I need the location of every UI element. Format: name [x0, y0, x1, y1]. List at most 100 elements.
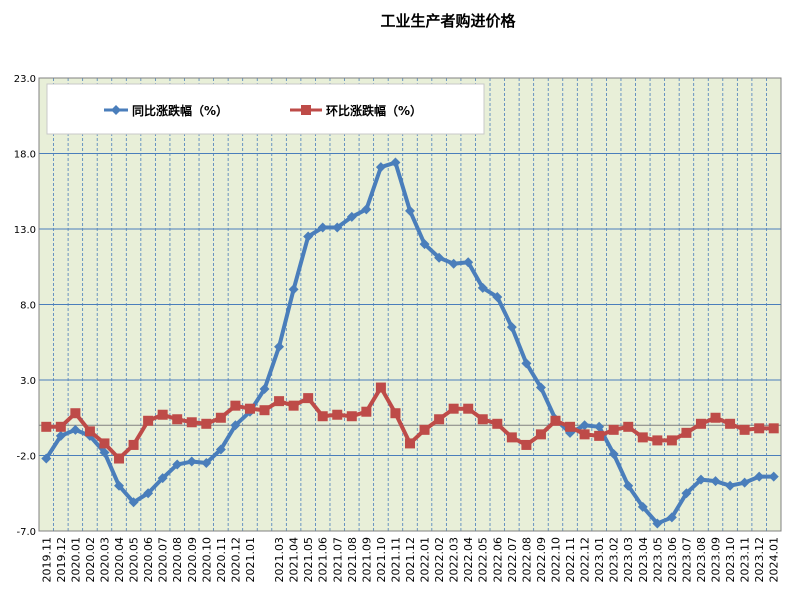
- x-tick-label: 2022.01: [419, 537, 432, 583]
- series-0-point: [405, 205, 415, 216]
- series-1-point: [695, 418, 706, 429]
- series-1-point: [303, 393, 314, 404]
- y-tick-label: -7.0: [16, 527, 36, 538]
- x-tick-label: 2020.06: [142, 537, 155, 583]
- y-tick-label: 23.0: [14, 74, 36, 85]
- series-0-point: [594, 421, 605, 432]
- legend-label-series-1: 环比涨跌幅（%）: [326, 103, 422, 118]
- series-1-point: [666, 435, 677, 446]
- series-1-point: [535, 429, 546, 440]
- x-tick-label: 2020.12: [229, 537, 242, 583]
- series-1-point: [463, 403, 474, 414]
- x-tick-label: 2023.11: [739, 537, 752, 583]
- x-tick-label: 2023.08: [695, 537, 708, 583]
- x-tick-label: 2022.05: [477, 537, 490, 583]
- series-0-point: [41, 453, 52, 464]
- x-tick-label: 2021.12: [404, 537, 417, 583]
- series-0-point: [317, 222, 328, 233]
- x-tick-label: 2020.04: [113, 537, 126, 583]
- series-1-point: [623, 421, 634, 432]
- x-tick-label: 2020.08: [171, 537, 184, 583]
- x-tick-label: 2021.10: [375, 537, 388, 583]
- x-tick-label: 2022.06: [491, 537, 504, 583]
- x-tick-label: 2021.08: [346, 537, 359, 583]
- x-tick-label: 2021.07: [331, 537, 344, 583]
- x-tick-label: 2020.03: [98, 537, 111, 583]
- series-0-point: [710, 476, 721, 487]
- x-tick-label: 2021.03: [273, 537, 286, 583]
- x-tick-label: 2021.11: [389, 537, 402, 583]
- y-tick-label: 18.0: [14, 150, 36, 161]
- x-tick-label: 2020.10: [200, 537, 213, 583]
- x-tick-label: 2023.01: [593, 537, 606, 583]
- series-1-point: [419, 424, 430, 435]
- series-1-point: [405, 438, 415, 449]
- series-0-point: [579, 420, 590, 431]
- series-0-point: [332, 222, 343, 233]
- series-1-point: [70, 408, 81, 419]
- series-1-point: [55, 421, 66, 432]
- x-tick-label: 2023.07: [680, 537, 693, 583]
- series-1-point: [128, 439, 139, 450]
- series-0-point: [725, 480, 736, 491]
- series-1-point: [579, 429, 590, 440]
- series-0-point: [521, 358, 532, 369]
- series-0-point: [303, 231, 314, 242]
- series-1-point: [114, 453, 125, 464]
- series-1-point: [434, 414, 445, 425]
- series-0-point: [506, 322, 517, 333]
- x-tick-label: 2023.03: [622, 537, 635, 583]
- series-0-point: [99, 447, 110, 458]
- series-1-point: [681, 427, 692, 438]
- x-tick-label: 2023.10: [724, 537, 737, 583]
- legend-label-series-0: 同比涨跌幅（%）: [132, 103, 228, 118]
- series-1-point: [274, 396, 285, 407]
- series-1-point: [754, 423, 765, 434]
- series-1-point: [550, 415, 561, 426]
- x-tick-label: 2019.12: [55, 537, 68, 583]
- x-tick-label: 2022.08: [520, 537, 533, 583]
- series-1-point: [594, 430, 605, 441]
- series-0-point: [448, 258, 459, 269]
- x-tick-label: 2020.07: [157, 537, 170, 583]
- series-0-point: [419, 239, 430, 250]
- x-tick-label: 2023.02: [608, 537, 621, 583]
- series-0-point: [55, 430, 66, 441]
- series-1-point: [492, 418, 503, 429]
- x-tick-label: 2020.05: [128, 537, 141, 583]
- series-0-point: [695, 474, 706, 485]
- series-1-point: [521, 439, 532, 450]
- series-1-point: [448, 403, 459, 414]
- series-0-point: [114, 480, 125, 491]
- series-0-point: [157, 473, 168, 484]
- series-0-point: [375, 162, 386, 173]
- plot-border: [38, 77, 782, 532]
- series-1-point: [215, 412, 226, 423]
- x-tick-label: 2020.11: [215, 537, 228, 583]
- x-tick-label: 2022.12: [579, 537, 592, 583]
- legend-marker-series-0: [111, 105, 121, 115]
- series-0-point: [274, 341, 285, 352]
- series-1-point: [332, 409, 343, 420]
- x-tick-label: 2022.10: [549, 537, 562, 583]
- series-1-point: [172, 414, 183, 425]
- series-1-point: [652, 435, 663, 446]
- x-tick-label: 2020.01: [69, 537, 82, 583]
- series-1-point: [84, 426, 95, 437]
- series-0-point: [681, 488, 692, 499]
- series-1-point: [710, 412, 721, 423]
- series-1-point: [186, 417, 197, 428]
- series-0-point: [739, 477, 750, 488]
- series-1-point: [317, 411, 328, 422]
- series-0-point: [608, 448, 619, 459]
- x-tick-label: 2023.04: [637, 537, 650, 583]
- series-0-point: [754, 471, 765, 482]
- series-1-point: [244, 403, 255, 414]
- y-tick-label: 8.0: [20, 301, 36, 312]
- series-1-point: [506, 432, 517, 443]
- x-tick-label: 2022.04: [462, 537, 475, 583]
- series-1-point: [230, 400, 241, 411]
- chart-title: 工业生产者购进价格: [380, 12, 516, 30]
- x-tick-label: 2021.01: [244, 537, 257, 583]
